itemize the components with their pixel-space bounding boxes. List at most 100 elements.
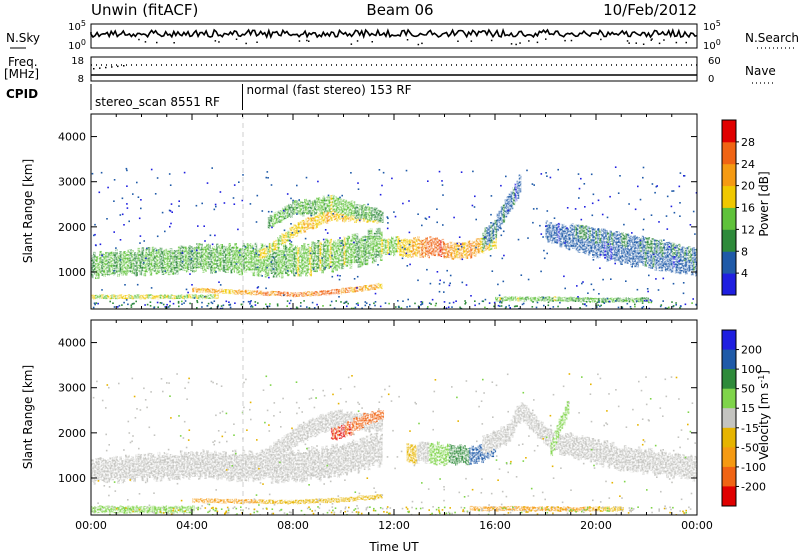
velocity-colorbar-tick: 100 [741,363,762,376]
freq-label: Freq. [8,55,38,69]
nsearch-dot [306,39,308,42]
nsearch-dot [406,39,409,41]
nsearch-dot [417,43,420,46]
velocity-panel: 4000 3000 2000 1000 00:00 04:00 08:00 12:00 16:… [21,319,713,554]
nsearch-dot [570,39,573,42]
power-colorbar-swatch [722,273,736,296]
nsearch-dot [600,38,602,41]
nsearch-dot [245,42,247,45]
power-colorbar-swatch [722,163,736,187]
nsky-trace [90,27,698,46]
power-colorbar-tick: 8 [741,245,748,258]
velocity-y-tick-label: 1000 [58,472,86,485]
nsearch-dot [256,41,258,43]
velocity-colorbar-swatch [722,427,736,448]
nsearch-dot [173,42,175,44]
nsearch-dot [308,40,310,42]
nsearch-dot [536,41,539,44]
nave-dot [123,65,125,67]
nsearch-dot [651,38,653,40]
nsky-tick-top: 105 [68,19,86,33]
velocity-scatter [92,373,697,515]
time-x-tick-label: 00:00 [681,519,713,532]
velocity-colorbar-tick: -15 [741,422,759,435]
nsky-label: N.Sky [6,31,40,45]
nsearch-dot [650,39,652,41]
nsearch-dot [371,41,373,43]
nsearch-dot [628,42,630,44]
power-colorbar-tick: 12 [741,223,755,236]
time-x-tick-label: 00:00 [75,519,107,532]
velocity-ylabel: Slant Range [km] [21,365,35,469]
nave-tick-top: 60 [708,56,721,67]
velocity-band [550,400,570,457]
power-x-ticks [90,114,698,309]
nsearch-dot [356,40,359,42]
nsearch-dot [658,42,661,45]
power-band [267,194,384,229]
nsearch-dot [564,39,566,42]
time-xlabel: Time UT [368,540,419,554]
power-y-ticks: 4000 3000 2000 1000 [58,131,697,279]
nsearch-dot [470,40,473,42]
nsearch-dot [457,40,459,42]
velocity-band [192,494,383,505]
time-x-tick-label: 16:00 [479,519,511,532]
nave-dot [105,66,107,69]
nsearch-dot [545,38,547,40]
freq-tick-top: 18 [71,56,84,67]
nsearch-dot [528,40,530,42]
power-y-tick-label: 1000 [58,266,86,279]
power-band [495,296,650,303]
nsearch-dot [298,40,301,42]
power-colorbar-swatch [722,207,736,230]
power-colorbar-swatch [722,251,736,274]
nsearch-dot [510,43,513,45]
velocity-colorbar-tick: 15 [741,402,755,415]
nsearch-tick-bottom: 100 [703,38,721,52]
freq-tick-bottom: 8 [78,74,84,85]
power-colorbar-tick: 24 [741,158,755,171]
cpid-segment-stereo: stereo_scan 8551 RF [95,95,220,109]
nsky-panel: N.Sky 105 100 105 100 N.Search [6,19,799,52]
velocity-colorbar-tick: -50 [741,441,759,454]
nsearch-dot [519,42,521,44]
velocity-colorbar-swatch [722,349,736,370]
power-band [570,223,697,263]
cpid-panel: CPID stereo_scan 8551 RF normal (fast st… [6,83,412,110]
power-y-tick-label: 2000 [58,221,86,234]
freq-panel: Freq. [MHz] 18 8 60 0 Nave [4,55,776,85]
time-x-tick-label: 12:00 [378,519,410,532]
time-x-tick-label: 04:00 [176,519,208,532]
power-y-tick-label: 4000 [58,131,86,144]
time-x-tick-label: 08:00 [277,519,309,532]
nave-tick-bottom: 0 [708,74,714,85]
power-colorbar-swatch [722,185,736,208]
nsearch-dot [214,40,217,42]
nsearch-dot [235,38,238,40]
velocity-colorbar-tick: -200 [741,480,766,493]
velocity-colorbar-label: Velocity [m s-1] [757,370,771,460]
nsearch-dot [675,41,678,44]
power-scatter [91,166,697,309]
power-y-tick-label: 3000 [58,176,86,189]
time-x-tick-label: 20:00 [580,519,612,532]
nsearch-dot [138,38,140,41]
beam-title: Beam 06 [366,1,433,19]
power-band [91,227,383,279]
nsky-tick-bottom: 100 [68,38,86,52]
nsearch-dot [515,43,517,46]
freq-unit-label: [MHz] [4,67,39,81]
velocity-colorbar-swatch [722,330,736,350]
velocity-y-tick-label: 4000 [58,337,86,350]
velocity-colorbar-swatch [722,369,736,390]
power-colorbar-label: Power [dB] [757,171,771,236]
nsky-line [90,27,698,40]
velocity-colorbar-tick: -100 [741,461,766,474]
nave-dot [99,67,101,69]
power-colorbar: 28 24 20 16 12 8 4 [721,119,755,296]
cpid-segment-normal: normal (fast stereo) 153 RF [247,83,412,97]
power-colorbar-swatch [722,120,736,143]
velocity-heatmap [91,373,697,515]
